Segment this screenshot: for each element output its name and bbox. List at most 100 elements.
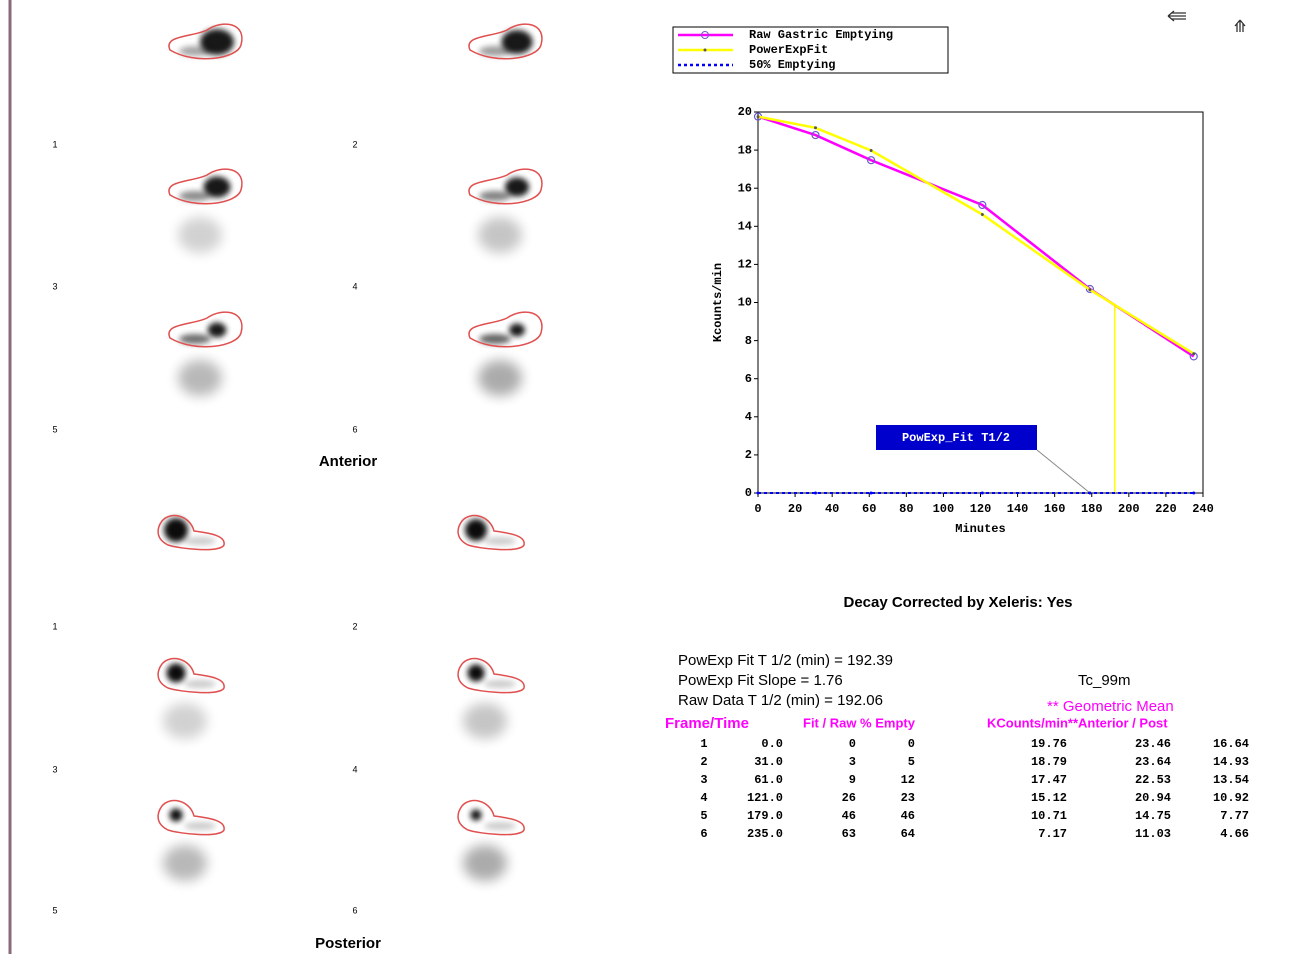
roi-contour [468,23,543,60]
legend-label: PowerExpFit [749,43,828,57]
scan-activity [164,518,188,542]
roi-contour [157,514,225,551]
point [813,491,817,495]
scan-image [468,311,543,396]
y-tick-label: 18 [738,143,752,157]
scan-activity [467,664,485,682]
summary-line: PowExp Fit Slope = 1.76 [678,672,843,689]
table-cell: 10.92 [1213,791,1249,805]
table-cell: 18.79 [1031,755,1067,769]
table-cell: 3 [849,755,856,769]
summary-line: PowExp Fit T 1/2 (min) = 192.39 [678,652,893,669]
scan-activity [504,177,530,197]
scan-image [168,23,243,60]
table-header: Frame/Time [665,715,749,732]
roi-contour [468,311,543,348]
point [980,491,984,495]
point [1088,491,1092,495]
scan-activity [203,176,231,198]
x-tick-label: 240 [1192,502,1214,516]
table-cell: 5 [700,809,707,823]
roi-contour [168,168,243,205]
scan-activity [207,322,227,338]
table-cell: 0 [908,737,915,751]
scan-activity [484,537,516,545]
roi-contour [468,168,543,205]
geometric-mean: ** Geometric Mean [1047,698,1174,715]
table-cell: 17.47 [1031,773,1067,787]
scan-activity [509,323,525,337]
table-cell: 14.93 [1213,755,1249,769]
legend-label: Raw Gastric Emptying [749,28,893,42]
legend-marker [703,48,707,52]
table-cell: 22.53 [1135,773,1171,787]
point [756,491,760,495]
x-tick-label: 180 [1081,502,1103,516]
table-cell: 14.75 [1135,809,1171,823]
table-cell: 23.64 [1135,755,1171,769]
series-line [757,115,1195,355]
decay-note: Decay Corrected by Xeleris: Yes [843,594,1072,611]
scan-activity [169,808,183,822]
scan-activity [501,30,533,54]
table-cell: 2 [700,755,707,769]
x-tick-label: 160 [1044,502,1066,516]
frame-number: 4 [352,764,357,774]
table-cell: 26 [842,791,856,805]
roi-contour [457,799,525,836]
legend-marker [701,31,709,39]
scan-activity [166,663,186,683]
nav-up[interactable] [1234,19,1246,32]
x-tick-label: 200 [1118,502,1140,516]
annotation-box [876,425,1037,450]
table-cell: 46 [901,809,915,823]
point [813,126,817,130]
y-tick-label: 6 [745,372,752,386]
point [1192,491,1196,495]
scan-image [468,23,543,60]
scan-activity [478,217,522,253]
table-cell: 11.03 [1135,827,1171,841]
roi-contour [457,514,525,551]
scan-image [457,799,525,881]
table-cell: 6 [700,827,707,841]
table-cell: 64 [901,827,915,841]
scan-image [157,514,225,551]
table-cell: 179.0 [747,809,783,823]
table-cell: 20.94 [1135,791,1171,805]
table-cell: 46 [842,809,856,823]
legend-label: 50% Emptying [749,58,835,72]
x-tick-label: 20 [788,502,802,516]
isotope: Tc_99m [1078,672,1131,689]
roi-contour [168,23,243,60]
scan-activity [179,191,211,201]
x-tick-label: 220 [1155,502,1177,516]
table: Frame/Time Fit / Raw % Empty KCounts/min**… [665,715,1249,841]
scan-activity [478,360,522,396]
table-cell: 23 [901,791,915,805]
y-axis-label: Kcounts/min [711,263,725,342]
x-tick-label: 120 [970,502,992,516]
frame-number: 6 [352,424,357,434]
nav-back[interactable] [1167,10,1186,22]
y-tick-label: 16 [738,181,752,195]
point [978,200,987,210]
table-cell: 3 [700,773,707,787]
table-cell: 5 [908,755,915,769]
table-cell: 23.46 [1135,737,1171,751]
table-cell: 0.0 [761,737,783,751]
x-tick-label: 80 [899,502,913,516]
y-tick-label: 0 [745,486,752,500]
table-cell: 15.12 [1031,791,1067,805]
roi-contour [157,799,225,836]
y-tick-label: 2 [745,448,752,462]
frame-number: 3 [52,764,57,774]
scan-activity [484,822,516,830]
scan-image [457,657,525,739]
table-cell: 31.0 [754,755,783,769]
y-tick-label: 14 [738,219,752,233]
x-tick-label: 140 [1007,502,1029,516]
frame-number: 5 [52,905,57,915]
point [1085,284,1094,294]
